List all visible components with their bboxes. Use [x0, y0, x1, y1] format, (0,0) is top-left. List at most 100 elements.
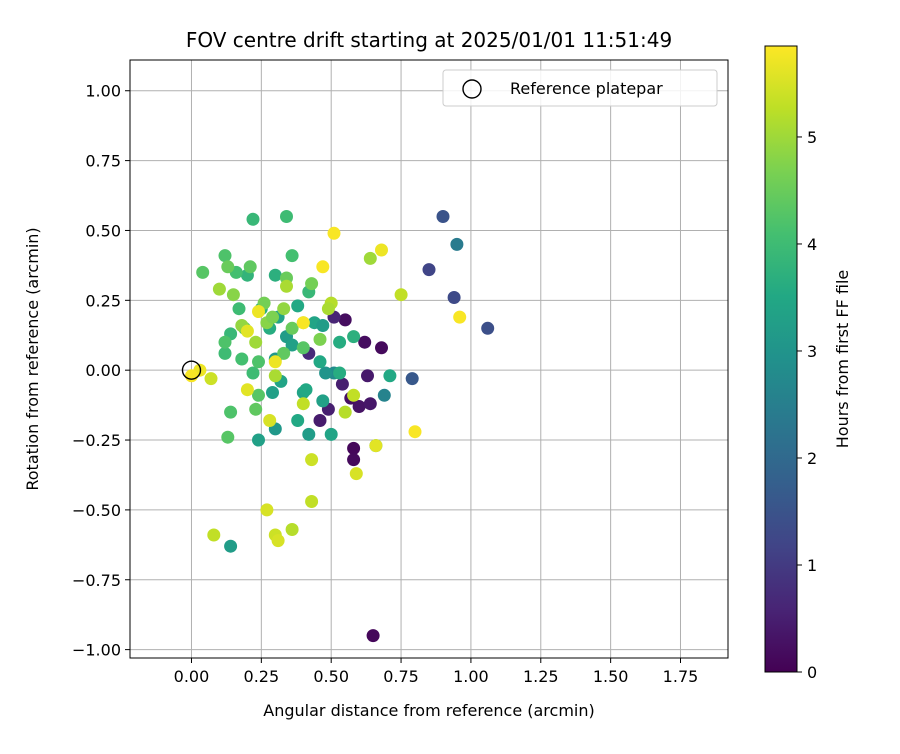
data-point — [291, 299, 305, 313]
y-axis-label: Rotation from reference (arcmin) — [23, 227, 42, 490]
data-point — [224, 405, 238, 419]
data-point — [319, 366, 333, 380]
data-point — [249, 402, 263, 416]
legend: Reference platepar — [442, 69, 718, 107]
y-tick-label: −0.75 — [72, 571, 121, 590]
data-point — [313, 414, 327, 427]
x-tick-label: 0.25 — [244, 667, 280, 686]
data-point — [240, 383, 254, 397]
plot-area-frame — [129, 59, 729, 659]
data-point — [224, 539, 238, 553]
data-point — [394, 288, 408, 302]
colorbar-gradient — [764, 45, 798, 673]
data-point — [285, 338, 299, 352]
data-point — [313, 332, 327, 346]
data-point — [249, 335, 263, 349]
data-point — [243, 260, 257, 274]
x-tick-label: 0.00 — [174, 667, 210, 686]
data-point — [333, 335, 347, 349]
x-tick-label: 0.50 — [313, 667, 349, 686]
data-point — [296, 341, 310, 355]
x-tick-label: 1.00 — [453, 667, 489, 686]
data-point — [277, 302, 291, 316]
data-point — [277, 346, 291, 360]
data-point — [352, 400, 366, 413]
x-axis-ticks: 0.00 0.25 0.50 0.75 1.00 1.25 1.50 1.75 — [174, 658, 698, 686]
data-point — [436, 210, 450, 223]
y-tick-label: −0.50 — [72, 501, 121, 520]
y-tick-label: 1.00 — [85, 82, 121, 101]
data-point — [280, 210, 293, 223]
grid-lines — [130, 60, 728, 658]
data-point — [313, 355, 327, 369]
data-point — [324, 427, 338, 441]
data-point — [377, 388, 391, 402]
data-point — [422, 263, 436, 277]
data-point — [207, 528, 221, 542]
data-point — [218, 249, 232, 263]
data-point — [347, 453, 361, 467]
data-point — [296, 397, 310, 411]
y-tick-label: −1.00 — [72, 641, 121, 660]
data-point — [453, 310, 467, 324]
data-point — [252, 305, 265, 318]
data-point — [481, 321, 495, 335]
data-point — [252, 388, 265, 402]
data-point — [363, 397, 377, 411]
data-point — [405, 372, 419, 386]
data-point — [450, 237, 464, 251]
data-point — [305, 277, 319, 291]
data-point — [296, 316, 310, 330]
data-point — [302, 427, 316, 441]
data-point — [232, 302, 246, 316]
data-point — [268, 268, 282, 282]
data-point — [246, 366, 260, 380]
data-point — [268, 355, 282, 369]
data-point — [226, 288, 240, 302]
data-point — [408, 425, 422, 439]
legend-box — [442, 69, 718, 107]
data-point — [212, 282, 226, 296]
x-axis-label: Angular distance from reference (arcmin) — [263, 701, 594, 720]
data-point — [335, 377, 349, 391]
y-tick-label: 0.75 — [85, 152, 121, 171]
data-point — [285, 249, 299, 263]
data-point — [252, 355, 265, 369]
colorbar-tick-label: 5 — [807, 128, 817, 147]
colorbar: 0 1 2 3 4 5 Hours from first FF file — [764, 45, 852, 682]
colorbar-tick-label: 0 — [807, 663, 817, 682]
y-axis-ticks: −1.00 −0.75 −0.50 −0.25 0.00 0.25 0.50 0.75 1.00 — [72, 82, 130, 660]
colorbar-ticks: 0 1 2 3 4 5 — [797, 128, 817, 682]
data-point — [347, 388, 361, 402]
data-point — [285, 523, 299, 536]
x-tick-label: 0.75 — [383, 667, 419, 686]
y-tick-label: 0.50 — [85, 221, 121, 240]
colorbar-label: Hours from first FF file — [833, 270, 852, 449]
data-point — [260, 503, 274, 517]
data-point — [361, 369, 374, 383]
data-point — [204, 372, 218, 386]
data-point — [271, 534, 285, 548]
data-point — [333, 366, 347, 380]
data-point — [383, 369, 397, 383]
colorbar-tick-label: 4 — [807, 235, 817, 254]
data-point — [246, 212, 260, 226]
data-point — [196, 265, 210, 279]
x-tick-label: 1.25 — [523, 667, 559, 686]
data-point — [375, 243, 388, 257]
data-point — [375, 341, 388, 355]
legend-marker-circle-icon — [462, 79, 482, 99]
data-point — [358, 335, 372, 349]
data-point — [218, 346, 232, 360]
reference-platepar-marker — [181, 360, 202, 380]
data-point — [218, 335, 232, 349]
data-point — [347, 330, 361, 344]
data-point — [263, 414, 277, 427]
data-point — [285, 321, 299, 335]
data-point — [305, 453, 319, 467]
data-point — [221, 260, 235, 274]
data-point — [240, 324, 254, 338]
colorbar-tick-label: 3 — [807, 342, 817, 361]
data-point — [316, 260, 330, 274]
